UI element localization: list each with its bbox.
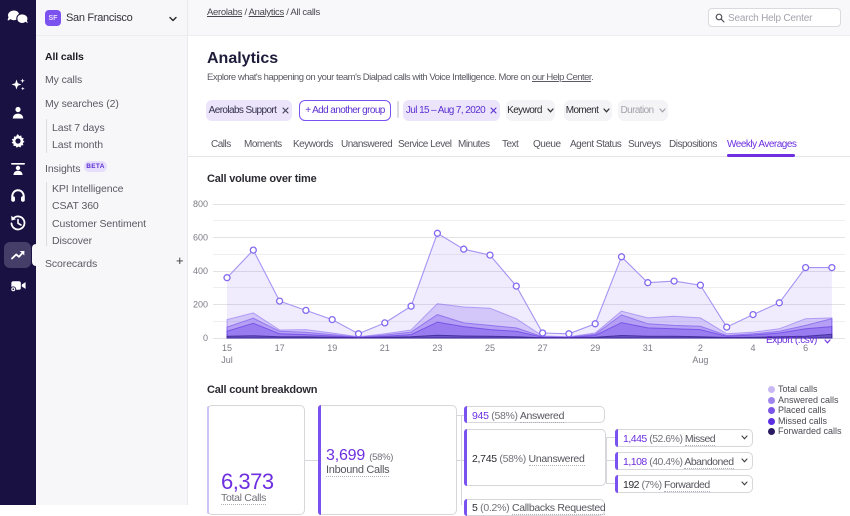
svg-text:0: 0	[203, 333, 208, 343]
svg-text:2: 2	[698, 343, 703, 353]
svg-text:600: 600	[193, 233, 208, 243]
svg-text:23: 23	[432, 343, 442, 353]
svg-text:4: 4	[750, 343, 755, 353]
svg-text:21: 21	[380, 343, 390, 353]
svg-text:Aug: Aug	[692, 355, 708, 365]
svg-text:400: 400	[193, 266, 208, 276]
svg-text:6: 6	[803, 343, 808, 353]
svg-text:19: 19	[327, 343, 337, 353]
svg-text:29: 29	[590, 343, 600, 353]
svg-text:17: 17	[275, 343, 285, 353]
svg-text:Jul: Jul	[221, 355, 233, 365]
svg-text:25: 25	[485, 343, 495, 353]
svg-text:31: 31	[643, 343, 653, 353]
svg-text:27: 27	[538, 343, 548, 353]
svg-text:800: 800	[193, 199, 208, 209]
svg-text:200: 200	[193, 300, 208, 310]
svg-text:15: 15	[222, 343, 232, 353]
